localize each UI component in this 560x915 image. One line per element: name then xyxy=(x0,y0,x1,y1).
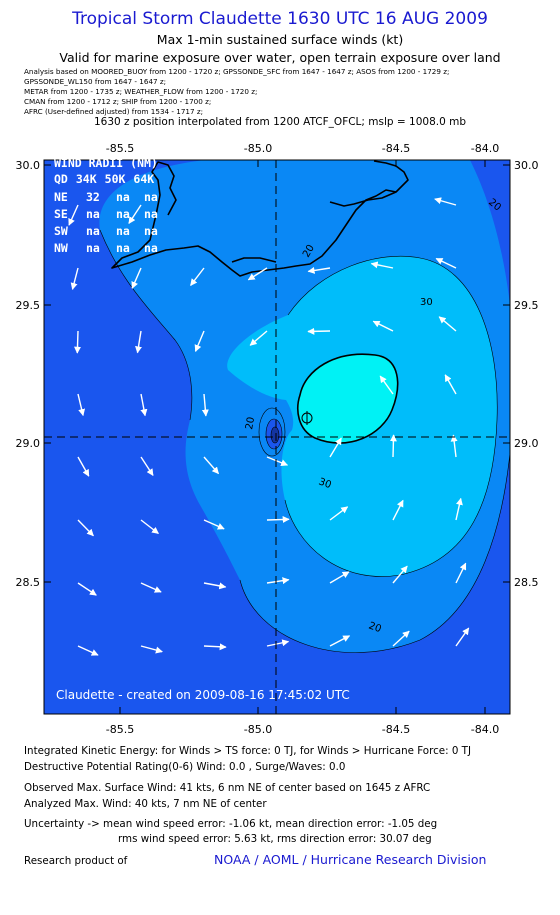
wind-vector-arrow xyxy=(370,261,394,269)
contour-label: 30 xyxy=(317,476,333,491)
wind-vector-arrow xyxy=(135,330,142,354)
wind-vector-arrow xyxy=(434,197,457,206)
contour-label: 30 xyxy=(420,297,433,308)
wind-vector-arrow xyxy=(140,456,154,476)
wind-vector-arrow xyxy=(203,456,220,475)
wind-vector-arrow xyxy=(392,499,404,521)
lat-tick-label: 29.5 xyxy=(514,299,539,312)
lat-tick-label: 29.0 xyxy=(16,437,41,450)
uncertainty-rms: rms wind speed error: 5.63 kt, rms direc… xyxy=(118,833,432,845)
lat-tick-label: 30.0 xyxy=(514,159,539,172)
ike-line: Integrated Kinetic Energy: for Winds > T… xyxy=(24,745,471,757)
position-note: 1630 z position interpolated from 1200 A… xyxy=(93,116,467,128)
wind-vector-arrow xyxy=(128,204,142,224)
wind-vector-arrow xyxy=(249,330,268,346)
wind-vector-arrow xyxy=(329,635,351,647)
research-label: Research product of xyxy=(24,855,128,867)
wind-vector-arrow xyxy=(77,645,99,656)
noaa-credit-link[interactable]: NOAA / AOML / Hurricane Research Divisio… xyxy=(214,852,487,867)
analysis-line-4: CMAN from 1200 - 1712 z; SHIP from 1200 … xyxy=(24,97,212,106)
lon-tick-label: -84.5 xyxy=(382,723,410,736)
wind-vector-arrow xyxy=(74,330,81,354)
lon-tick-label: -84.0 xyxy=(471,142,499,155)
wind-vector-arrow xyxy=(140,582,162,593)
analysis-line-3: METAR from 1200 - 1735 z; WEATHER_FLOW f… xyxy=(24,87,258,96)
lon-tick-label: -85.0 xyxy=(244,142,272,155)
lat-tick-label: 28.5 xyxy=(16,576,41,589)
wind-radii-table: WIND RADII (NM) QD 34K 50K 64K NE 32 na na SE n… xyxy=(54,156,158,255)
wind-vector-arrow xyxy=(329,506,349,521)
wind-vector-arrow xyxy=(203,582,227,590)
map-credit: Claudette - created on 2009-08-16 17:45:… xyxy=(56,688,350,702)
wind-vector-arrow xyxy=(70,267,79,290)
wind-vector-arrow xyxy=(266,516,290,523)
wind-vector-arrow xyxy=(379,375,394,395)
coastline xyxy=(111,160,409,277)
wind-vector-arrow xyxy=(438,316,457,332)
wind-vector-arrow xyxy=(77,519,94,537)
subtitle-winds: Max 1-min sustained surface winds (kt) xyxy=(156,32,404,47)
wind-vector-arrow xyxy=(392,630,410,647)
wind-radii-title: WIND RADII (NM) xyxy=(54,156,158,170)
wind-vector-arrow xyxy=(201,393,209,417)
subtitle-exposure: Valid for marine exposure over water, op… xyxy=(59,50,501,65)
wind-band-40 xyxy=(297,354,398,444)
wind-vector-arrow xyxy=(372,320,394,332)
wind-vector-arrow xyxy=(450,434,458,458)
page-title: Tropical Storm Claudette 1630 UTC 16 AUG… xyxy=(72,9,488,29)
wind-vector-arrow xyxy=(77,393,86,417)
wind-vector-arrow xyxy=(266,456,289,467)
wind-vector-arrow xyxy=(455,497,463,521)
lat-tick-label: 30.0 xyxy=(16,159,41,172)
observed-max-wind: Observed Max. Surface Wind: 41 kts, 6 nm… xyxy=(24,782,431,794)
wind-vector-arrow xyxy=(435,257,457,269)
lon-tick-label: -85.5 xyxy=(106,723,134,736)
wind-vector-arrow xyxy=(203,519,225,530)
lon-tick-label: -84.0 xyxy=(471,723,499,736)
dpr-line: Destructive Potential Rating(0-6) Wind: … xyxy=(24,761,346,773)
wind-vector-arrow xyxy=(190,267,205,286)
wind-vector-arrow xyxy=(247,267,268,281)
wind-vector-arrow xyxy=(131,267,142,289)
wind-vector-arrow xyxy=(68,204,79,226)
wind-vector-arrow xyxy=(140,393,148,417)
lat-tick-label: 28.5 xyxy=(514,576,539,589)
lon-tick-label: -84.5 xyxy=(382,142,410,155)
wind-vector-arrow xyxy=(455,562,467,584)
wind-vector-arrow xyxy=(455,627,470,647)
wind-vector-arrow xyxy=(329,437,342,458)
wind-vector-arrow xyxy=(444,374,457,395)
analysis-line-1: Analysis based on MOORED_BUOY from 1200 … xyxy=(24,67,450,76)
map-frame xyxy=(43,159,511,715)
lon-tick-label: -85.5 xyxy=(106,142,134,155)
lon-tick-label: -85.0 xyxy=(244,723,272,736)
analysis-line-2: GPSSONDE_WL150 from 1647 - 1647 z; xyxy=(24,77,167,86)
lat-tick-label: 29.0 xyxy=(514,437,539,450)
wind-vector-arrow xyxy=(77,456,90,477)
wind-vector-arrow xyxy=(266,639,290,647)
wind-vector-arrow xyxy=(307,327,331,335)
wind-vector-arrow xyxy=(140,519,159,535)
wind-vector-arrow xyxy=(392,565,408,584)
wind-vector-arrow xyxy=(266,577,290,585)
contour-label: 20 xyxy=(244,416,257,430)
wind-vector-arrow xyxy=(140,645,163,654)
wind-vector-arrow xyxy=(77,582,97,596)
wind-vector-arrow xyxy=(203,643,227,651)
wind-vector-arrow xyxy=(307,266,331,274)
wind-vector-arrow xyxy=(389,434,397,458)
wind-vector-arrow xyxy=(194,330,205,352)
contour-label: 20 xyxy=(367,620,383,635)
lat-tick-label: 29.5 xyxy=(16,299,41,312)
analysis-line-5: AFRC (User-defined adjusted) from 1534 -… xyxy=(24,107,204,116)
wind-vector-arrow xyxy=(329,571,350,584)
uncertainty-mean: Uncertainty -> mean wind speed error: -1… xyxy=(24,818,438,830)
analyzed-max-wind: Analyzed Max. Wind: 40 kts, 7 nm NE of c… xyxy=(24,798,267,810)
